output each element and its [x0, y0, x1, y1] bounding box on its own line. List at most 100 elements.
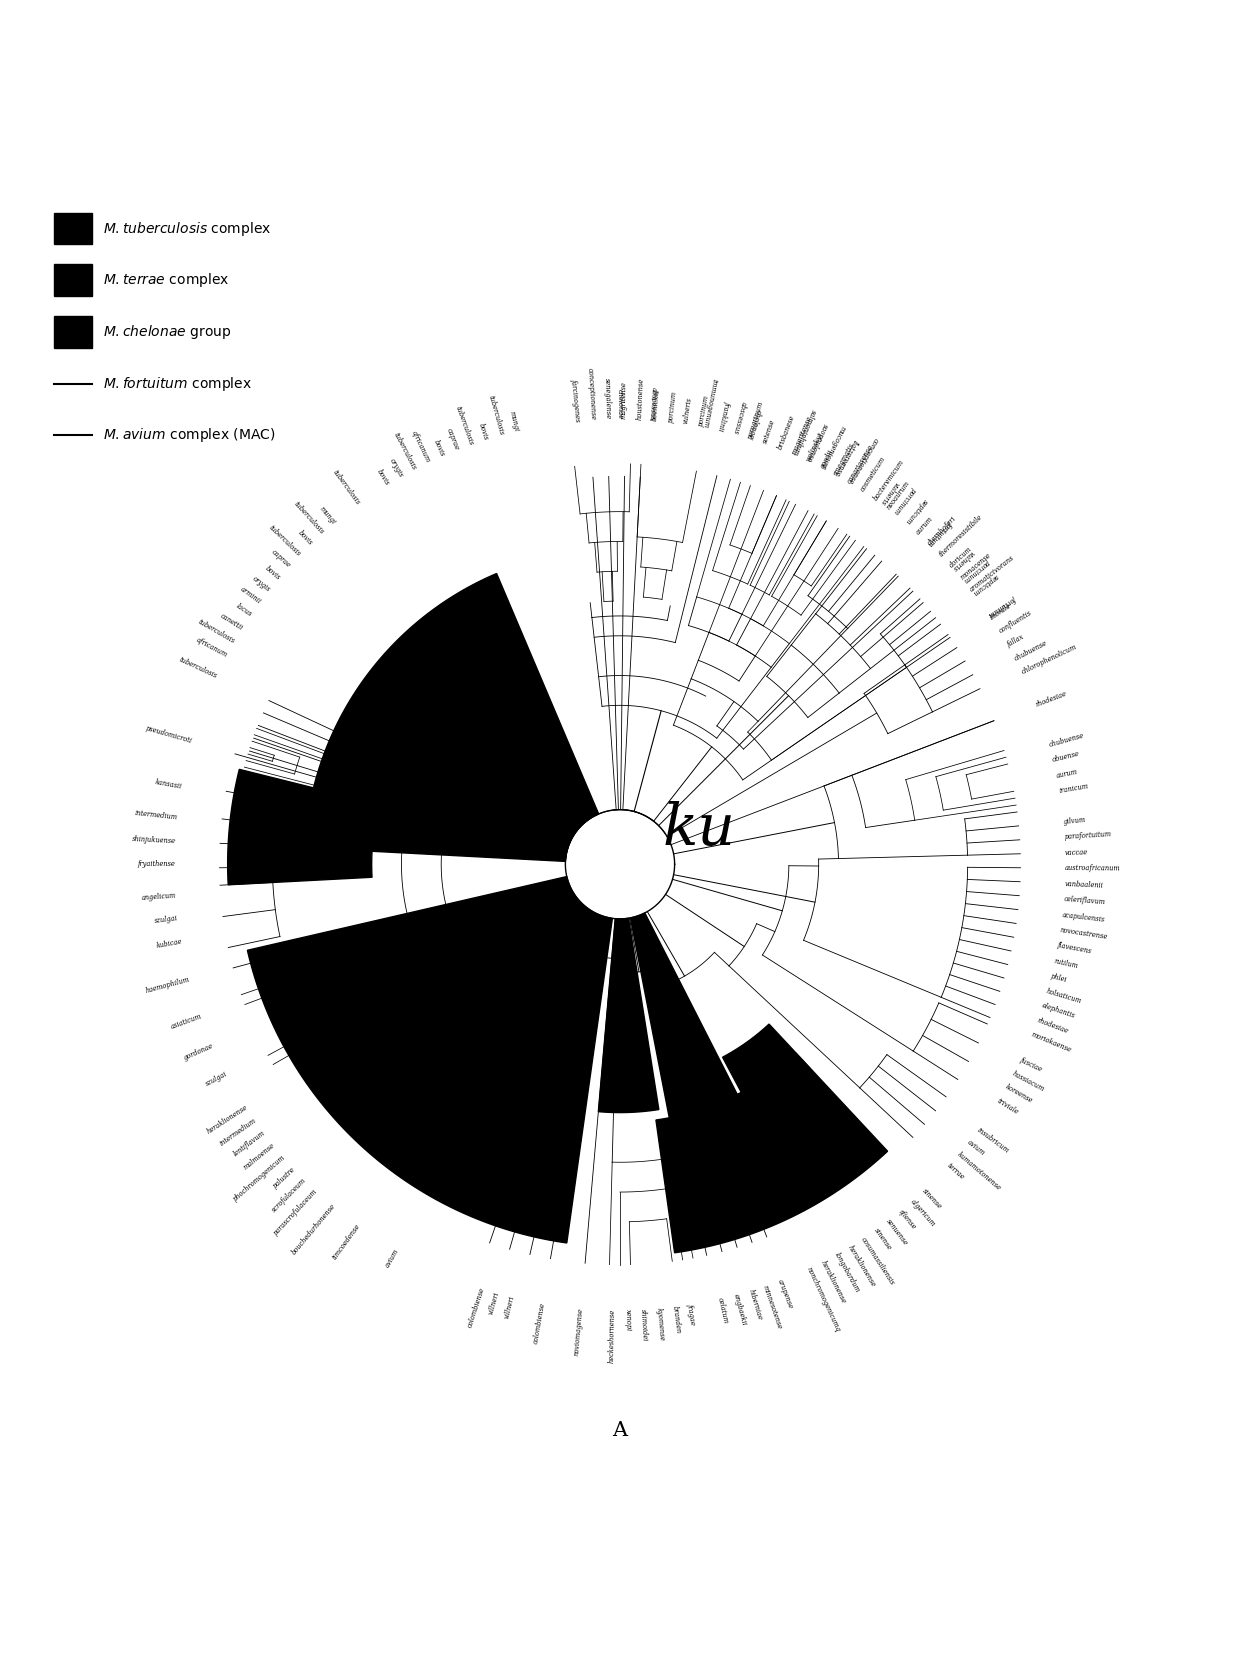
Text: setense: setense: [761, 418, 777, 445]
Text: boenickei: boenickei: [651, 388, 661, 421]
Text: avium: avium: [384, 1248, 401, 1269]
Text: llatzereense: llatzereense: [832, 438, 859, 478]
Text: novocastrense: novocastrense: [1059, 926, 1109, 941]
Text: fryaithense: fryaithense: [138, 861, 175, 868]
Text: hiberniae: hiberniae: [746, 1289, 764, 1322]
Text: salmoniphilum: salmoniphilum: [790, 408, 817, 456]
Text: heckeshornense: heckeshornense: [608, 1309, 616, 1364]
Text: canettii: canettii: [219, 612, 244, 632]
Polygon shape: [656, 1092, 805, 1253]
Text: bovis: bovis: [296, 529, 314, 547]
Text: lacus: lacus: [234, 602, 253, 619]
Text: magritense: magritense: [620, 382, 629, 420]
Text: tuberculosis: tuberculosis: [177, 655, 218, 680]
Text: aurum: aurum: [1055, 766, 1079, 780]
Text: triviale: triviale: [996, 1097, 1019, 1117]
Text: pseudomicroti: pseudomicroti: [145, 725, 193, 745]
Text: canariasense: canariasense: [846, 443, 875, 484]
Text: septicum: septicum: [971, 572, 999, 597]
Text: mungi: mungi: [317, 504, 337, 526]
Text: sinense: sinense: [872, 1226, 893, 1251]
Text: asiaticum: asiaticum: [170, 1012, 203, 1032]
Text: tuberculosis: tuberculosis: [392, 431, 418, 471]
Polygon shape: [228, 770, 379, 884]
Text: caprae: caprae: [269, 547, 291, 569]
Text: holsaticum: holsaticum: [1045, 987, 1083, 1005]
Text: elephantis: elephantis: [1040, 1002, 1076, 1020]
Text: intermedium: intermedium: [134, 810, 177, 821]
Text: A: A: [613, 1422, 627, 1440]
Text: koreense: koreense: [1003, 1083, 1034, 1105]
Text: $\it{M. chelonae}$ group: $\it{M. chelonae}$ group: [103, 324, 232, 340]
Text: tuberculosis: tuberculosis: [197, 617, 237, 645]
Text: avium: avium: [966, 1138, 987, 1156]
Text: saopaulense: saopaulense: [805, 421, 830, 463]
Bar: [53, 212, 92, 244]
Text: hassiacum: hassiacum: [1011, 1070, 1047, 1093]
Text: $\it{M. tuberculosis}$ complex: $\it{M. tuberculosis}$ complex: [103, 219, 272, 237]
Text: intermedium: intermedium: [218, 1117, 258, 1148]
Text: conceptionense: conceptionense: [585, 368, 596, 420]
Text: tuberculosis: tuberculosis: [291, 501, 325, 536]
Text: chelonae: chelonae: [616, 390, 624, 420]
Text: neoaurum: neoaurum: [884, 479, 911, 511]
Text: sinense: sinense: [920, 1186, 944, 1211]
Text: senegalense: senegalense: [604, 378, 613, 420]
Text: arminii: arminii: [238, 586, 263, 606]
Text: diernhoferi: diernhoferi: [926, 514, 959, 547]
Text: scrofulaceum: scrofulaceum: [270, 1176, 309, 1214]
Text: heraklionense: heraklionense: [846, 1244, 877, 1287]
Text: $\it{M. avium}$ complex (MAC): $\it{M. avium}$ complex (MAC): [103, 426, 277, 445]
Text: houstonense: houstonense: [635, 378, 645, 420]
Text: gordonae: gordonae: [182, 1042, 215, 1062]
Text: shimoidei: shimoidei: [640, 1309, 649, 1340]
Text: noviomagense: noviomagense: [573, 1307, 585, 1355]
Text: timcoedense: timcoedense: [330, 1223, 362, 1261]
Text: gilvum: gilvum: [1063, 816, 1086, 826]
Text: vaccae: vaccae: [1065, 848, 1087, 856]
Text: tuberculosis: tuberculosis: [454, 405, 475, 446]
Text: arupense: arupense: [776, 1279, 795, 1311]
Text: lentiflavum: lentiflavum: [232, 1128, 267, 1158]
Text: ku: ku: [663, 801, 737, 858]
Text: tuberculosis: tuberculosis: [486, 395, 505, 436]
Text: peregrinum: peregrinum: [746, 400, 765, 440]
Text: sfiense: sfiense: [897, 1208, 918, 1231]
Bar: [53, 315, 92, 348]
Text: malmoense: malmoense: [242, 1141, 277, 1171]
Text: porcinum: porcinum: [666, 390, 678, 423]
Text: phochromogenicum: phochromogenicum: [231, 1153, 286, 1203]
Text: porcinum: porcinum: [961, 557, 991, 584]
Text: phlei: phlei: [1050, 972, 1068, 984]
Text: villneri: villneri: [502, 1296, 516, 1321]
Text: minnesotense: minnesotense: [761, 1284, 784, 1331]
Text: terrae: terrae: [945, 1161, 966, 1181]
Text: bacteremicum: bacteremicum: [872, 458, 906, 503]
Text: rutilum: rutilum: [1054, 957, 1080, 971]
Text: kyomense: kyomense: [655, 1307, 666, 1340]
Bar: [53, 264, 92, 295]
Text: bouchedurhonense: bouchedurhonense: [290, 1203, 337, 1256]
Text: septicum: septicum: [903, 498, 929, 526]
Text: celeriflavum: celeriflavum: [1064, 896, 1106, 906]
Text: obuense: obuense: [1052, 750, 1081, 765]
Text: longobardum: longobardum: [832, 1251, 861, 1294]
Text: conceptionense: conceptionense: [846, 436, 879, 484]
Text: smegmatis: smegmatis: [832, 441, 857, 478]
Text: rhodesiae: rhodesiae: [1035, 1017, 1069, 1035]
Text: acapulcensis: acapulcensis: [1061, 911, 1105, 924]
Text: chlorophenolicum: chlorophenolicum: [1021, 644, 1078, 677]
Text: tuberculosis: tuberculosis: [331, 468, 362, 506]
Text: insubricum: insubricum: [976, 1126, 1011, 1155]
Text: colombiense: colombiense: [466, 1286, 486, 1329]
Text: fallax: fallax: [1006, 632, 1025, 649]
Text: kumamotonense: kumamotonense: [956, 1150, 1003, 1193]
Text: africanum: africanum: [195, 635, 229, 659]
Text: rhodesiae: rhodesiae: [1034, 688, 1068, 708]
Text: vanbaalenii: vanbaalenii: [1064, 879, 1104, 889]
Text: wolinskyi: wolinskyi: [805, 431, 825, 463]
Text: heraklionense: heraklionense: [205, 1103, 249, 1136]
Text: mungi: mungi: [507, 410, 520, 433]
Text: confluentis: confluentis: [997, 609, 1033, 635]
Text: $\it{M. fortuitum}$ complex: $\it{M. fortuitum}$ complex: [103, 375, 253, 393]
